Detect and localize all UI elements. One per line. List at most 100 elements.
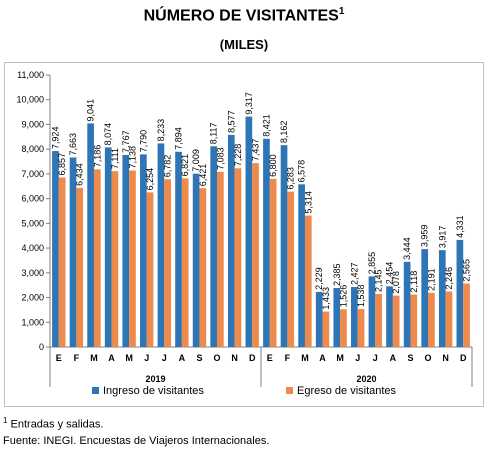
data-label-ingreso: 3,959: [420, 225, 430, 248]
chart-subtitle: (MILES): [219, 37, 269, 52]
y-tick-label: 2,000: [21, 293, 44, 303]
bar-egreso: [287, 191, 295, 347]
bar-egreso: [199, 188, 207, 347]
bar-egreso: [463, 283, 470, 347]
bar-ingreso: [104, 147, 112, 347]
data-label-egreso: 7,437: [251, 139, 261, 162]
bar-ingreso: [175, 151, 182, 347]
bar-ingreso: [403, 261, 411, 347]
data-label-ingreso: 7,767: [121, 130, 131, 153]
bar-ingreso: [263, 138, 270, 347]
data-label-egreso: 1,538: [356, 284, 366, 307]
x-tick-label: A: [390, 353, 397, 363]
bar-egreso: [322, 311, 330, 347]
data-label-egreso: 2,191: [426, 268, 436, 291]
data-label-ingreso: 7,663: [68, 133, 78, 156]
legend-label: Egreso de visitantes: [297, 385, 397, 397]
data-label-ingreso: 2,385: [332, 263, 342, 286]
bar-ingreso: [52, 151, 59, 347]
data-label-egreso: 6,254: [145, 168, 155, 191]
footnote-text: Entradas y salidas.: [10, 418, 104, 431]
bar-ingreso: [122, 154, 130, 347]
bar-egreso: [111, 171, 119, 347]
y-tick-label: 10,000: [16, 95, 44, 105]
x-tick-label: N: [442, 353, 449, 363]
x-tick-label: N: [231, 353, 238, 363]
data-label-egreso: 7,083: [215, 147, 225, 170]
data-label-egreso: 2,145: [374, 269, 384, 292]
y-tick-label: 6,000: [21, 194, 44, 204]
data-label-ingreso: 2,427: [349, 262, 359, 285]
bar-ingreso: [368, 276, 376, 347]
bar-egreso: [234, 168, 242, 347]
legend-swatch: [92, 387, 99, 394]
data-label-egreso: 1,433: [321, 287, 331, 310]
legend-label: Ingreso de visitantes: [103, 385, 204, 397]
bar-egreso: [375, 293, 382, 347]
data-label-ingreso: 9,317: [244, 92, 254, 115]
bar-ingreso: [351, 286, 358, 347]
data-label-egreso: 7,228: [233, 144, 243, 167]
data-label-ingreso: 3,917: [437, 226, 447, 249]
bar-egreso: [410, 294, 418, 347]
data-label-ingreso: 7,894: [174, 127, 184, 150]
bar-ingreso: [280, 145, 288, 347]
data-label-egreso: 7,111: [110, 148, 120, 169]
data-label-egreso: 6,821: [180, 154, 190, 177]
y-tick-label: 5,000: [21, 218, 44, 228]
bar-egreso: [392, 295, 400, 347]
data-label-ingreso: 2,229: [314, 267, 324, 290]
bar-egreso: [58, 177, 66, 347]
x-tick-label: F: [285, 353, 291, 363]
x-tick-label: S: [407, 353, 413, 363]
bar-egreso: [76, 187, 84, 347]
y-tick-label: 7,000: [21, 169, 44, 179]
bar-ingreso: [157, 143, 165, 347]
bar-ingreso: [421, 249, 429, 347]
data-label-ingreso: 2,454: [385, 262, 395, 285]
bar-egreso: [445, 291, 453, 347]
data-label-ingreso: 6,578: [297, 160, 307, 183]
x-tick-label: S: [196, 353, 202, 363]
chart-title: NÚMERO DE VISITANTES1: [0, 6, 488, 25]
group-label: 2019: [145, 374, 165, 384]
bar-ingreso: [315, 291, 323, 347]
bar-ingreso: [210, 146, 218, 347]
data-label-egreso: 6,782: [163, 155, 173, 178]
legend-swatch: [286, 387, 293, 394]
bar-egreso: [304, 215, 312, 347]
data-label-egreso: 7,186: [92, 145, 102, 168]
bar-ingreso: [69, 157, 77, 347]
data-label-ingreso: 8,421: [261, 114, 271, 137]
data-label-egreso: 2,565: [462, 259, 472, 282]
bar-ingreso: [438, 250, 446, 347]
footnote-mark: 1: [3, 416, 8, 425]
data-label-egreso: 6,434: [75, 163, 85, 186]
bar-egreso: [340, 309, 347, 347]
x-tick-label: M: [125, 353, 133, 363]
source-note: Fuente: INEGI. Encuestas de Viajeros Int…: [3, 434, 270, 447]
bar-ingreso: [227, 134, 235, 347]
bar-egreso: [217, 171, 224, 347]
x-tick-label: J: [162, 353, 167, 363]
group-label: 2020: [356, 374, 376, 384]
y-tick-label: 3,000: [21, 268, 44, 278]
data-label-ingreso: 3,444: [402, 237, 412, 260]
x-tick-label: E: [267, 353, 273, 363]
data-label-ingreso: 8,074: [103, 123, 113, 146]
footnotes: 1 Entradas y salidas. Fuente: INEGI. Enc…: [3, 413, 269, 449]
bar-ingreso: [333, 288, 341, 347]
y-tick-label: 4,000: [21, 243, 44, 253]
y-tick-label: 0: [39, 342, 44, 352]
data-label-egreso: 7,138: [127, 146, 137, 169]
data-label-ingreso: 8,577: [226, 110, 236, 133]
x-tick-label: F: [74, 353, 80, 363]
bar-egreso: [428, 292, 435, 347]
bar-ingreso: [87, 123, 94, 347]
data-label-egreso: 6,283: [286, 167, 296, 190]
x-tick-label: D: [460, 353, 467, 363]
data-label-ingreso: 2,855: [367, 252, 377, 275]
bar-ingreso: [386, 286, 393, 347]
bar-egreso: [181, 178, 189, 347]
x-tick-label: A: [319, 353, 326, 363]
